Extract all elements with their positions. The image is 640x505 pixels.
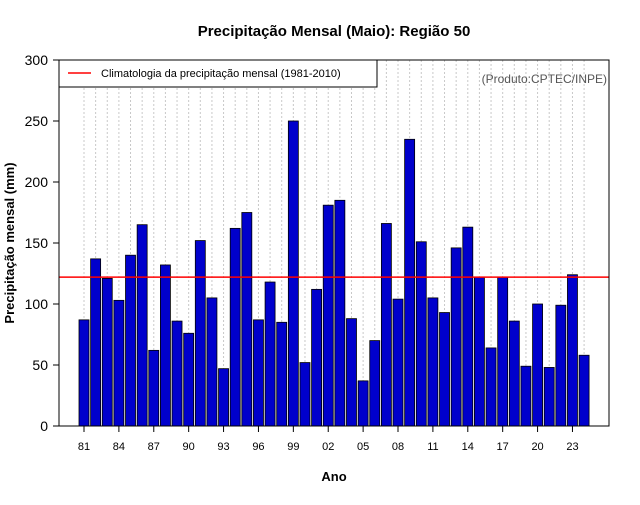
legend-label: Climatologia da precipitação mensal (198… — [101, 68, 341, 80]
x-tick-label: 96 — [252, 441, 264, 453]
bar-2016 — [485, 347, 497, 427]
bar-2006 — [369, 340, 381, 427]
bar-2015 — [474, 276, 485, 427]
bar-2024 — [578, 354, 590, 427]
bar-2018 — [508, 320, 520, 427]
bar-2005 — [357, 380, 369, 427]
x-tick-label: 90 — [183, 441, 195, 453]
bar-1999 — [287, 120, 299, 427]
y-tick-label: 250 — [25, 113, 49, 129]
bar-2008 — [392, 298, 404, 427]
x-axis-label: Ano — [321, 469, 346, 484]
bar-2003 — [334, 199, 346, 427]
y-tick-label: 0 — [40, 418, 48, 434]
y-axis: 0 50 100 150 200 250 300 — [25, 52, 59, 434]
y-tick-label: 150 — [25, 235, 49, 251]
bar-1995 — [241, 212, 253, 427]
bar-2023 — [567, 274, 578, 427]
bars-layer — [78, 120, 590, 427]
bar-2019 — [520, 365, 532, 427]
bar-2004 — [346, 318, 357, 427]
x-tick-label: 05 — [357, 441, 369, 453]
bar-1983 — [101, 277, 113, 427]
bar-2017 — [497, 276, 509, 427]
bar-1996 — [253, 319, 264, 427]
x-tick-label: 99 — [287, 441, 299, 453]
y-tick-label: 100 — [25, 296, 49, 312]
bar-1998 — [276, 321, 288, 427]
bar-2000 — [299, 362, 311, 427]
credit-text: (Produto:CPTEC/INPE) — [482, 72, 607, 86]
y-axis-label: Precipitação mensal (mm) — [2, 162, 17, 323]
bar-2002 — [322, 204, 334, 427]
bar-2020 — [532, 303, 543, 427]
bar-1989 — [171, 320, 183, 427]
bar-1987 — [148, 349, 160, 427]
bar-1985 — [125, 254, 136, 427]
bar-1986 — [136, 224, 148, 427]
bar-2007 — [380, 223, 392, 427]
x-tick-label: 17 — [497, 441, 509, 453]
bar-2014 — [462, 226, 474, 427]
bar-2022 — [555, 304, 567, 427]
y-tick-label: 300 — [25, 52, 49, 68]
bar-1990 — [183, 332, 195, 427]
bar-1992 — [206, 297, 218, 427]
bar-1994 — [229, 227, 241, 427]
legend: Climatologia da precipitação mensal (198… — [58, 59, 378, 88]
bar-1993 — [218, 368, 229, 427]
x-tick-label: 14 — [462, 441, 474, 453]
bar-1988 — [160, 264, 171, 427]
x-tick-label: 87 — [148, 441, 160, 453]
y-tick-label: 200 — [25, 174, 49, 190]
bar-1991 — [194, 240, 206, 427]
x-tick-label: 81 — [78, 441, 90, 453]
bar-2009 — [404, 138, 416, 427]
bar-2012 — [439, 312, 450, 427]
x-tick-label: 23 — [566, 441, 578, 453]
x-tick-label: 84 — [113, 441, 125, 453]
y-tick-label: 50 — [32, 357, 48, 373]
x-tick-label: 20 — [531, 441, 543, 453]
bar-2021 — [543, 367, 555, 427]
x-axis: 81 84 87 90 93 96 99 02 05 08 11 14 17 20 23 — [78, 426, 579, 453]
x-tick-label: 02 — [322, 441, 334, 453]
x-tick-label: 08 — [392, 441, 404, 453]
bar-2011 — [427, 297, 439, 427]
bar-1984 — [113, 299, 125, 427]
x-tick-label: 11 — [427, 441, 438, 453]
bar-1982 — [90, 258, 102, 427]
bar-2001 — [311, 288, 323, 427]
bar-1997 — [264, 281, 276, 427]
bar-2013 — [450, 247, 462, 427]
x-tick-label: 93 — [217, 441, 229, 453]
legend-box — [58, 59, 378, 88]
chart-title: Precipitação Mensal (Maio): Região 50 — [198, 23, 471, 40]
bar-2010 — [415, 241, 427, 427]
bar-1981 — [78, 319, 90, 427]
